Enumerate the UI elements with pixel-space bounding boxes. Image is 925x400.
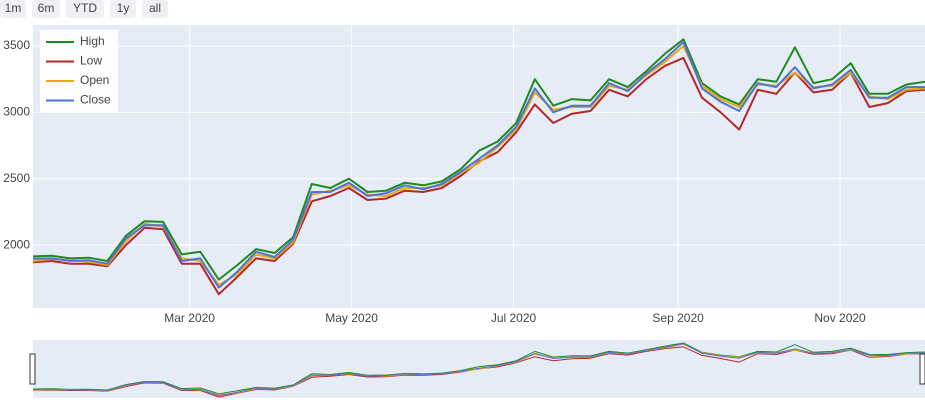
legend-label: High — [80, 34, 105, 48]
plot-area — [33, 25, 925, 308]
range-button[interactable]: 1m — [0, 0, 26, 18]
x-tick-label: Nov 2020 — [814, 311, 866, 325]
button-bg[interactable] — [142, 0, 168, 18]
y-tick-label: 2500 — [3, 171, 30, 185]
lines — [32, 38, 925, 296]
series-line — [32, 343, 925, 397]
series-line — [32, 38, 925, 281]
range-button[interactable]: 1y — [110, 0, 136, 18]
button-bg[interactable] — [32, 0, 60, 18]
x-tick-label: May 2020 — [325, 311, 378, 325]
button-bg[interactable] — [110, 0, 136, 18]
y-tick-label: 3500 — [3, 38, 30, 52]
legend-label: Low — [80, 54, 102, 68]
button-bg[interactable] — [66, 0, 104, 18]
legend-box — [40, 30, 118, 112]
x-tick-label: Jul 2020 — [491, 311, 537, 325]
range-button[interactable]: all — [142, 0, 168, 18]
range-handle-left[interactable] — [29, 353, 36, 385]
y-tick-label: 3000 — [3, 105, 30, 119]
range-slider-lines — [32, 342, 925, 398]
legend: High Low Open Close — [40, 30, 118, 112]
series-line — [32, 41, 925, 289]
y-tick-label: 2000 — [3, 237, 30, 251]
button-label[interactable]: 1y — [117, 1, 130, 15]
range-buttons: 1m 6m YTD 1y all — [0, 0, 168, 18]
range-button[interactable]: 6m — [32, 0, 60, 18]
legend-label: Open — [80, 73, 109, 87]
button-label[interactable]: 1m — [5, 1, 22, 15]
range-button[interactable]: YTD — [66, 0, 104, 18]
range-handle-right[interactable] — [919, 353, 925, 385]
x-tick-label: Mar 2020 — [164, 311, 215, 325]
grid: 2000 2500 3000 3500 Mar 2020 May 2020 Jul 2020… — [3, 25, 925, 325]
button-label[interactable]: all — [149, 1, 161, 15]
button-bg[interactable] — [0, 0, 26, 18]
button-label[interactable]: YTD — [73, 1, 97, 15]
legend-label: Close — [80, 93, 111, 107]
series-line — [32, 342, 925, 395]
x-tick-label: Sep 2020 — [652, 311, 704, 325]
button-label[interactable]: 6m — [38, 1, 55, 15]
